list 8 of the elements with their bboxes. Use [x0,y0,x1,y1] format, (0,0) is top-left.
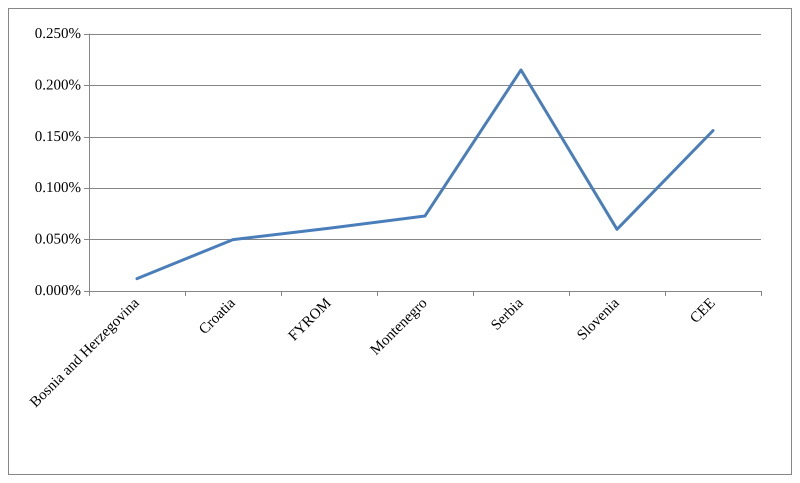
y-tick-label: 0.250% [34,26,81,42]
y-tick-label: 0.150% [34,128,81,145]
line-series [136,68,714,280]
x-tick-label: CEE [687,295,719,327]
y-tick-label: 0.100% [34,180,81,196]
y-tick-label: 0.050% [34,232,81,248]
y-tick-label: 0.200% [34,77,81,94]
y-tick-label: 0.000% [34,283,81,299]
